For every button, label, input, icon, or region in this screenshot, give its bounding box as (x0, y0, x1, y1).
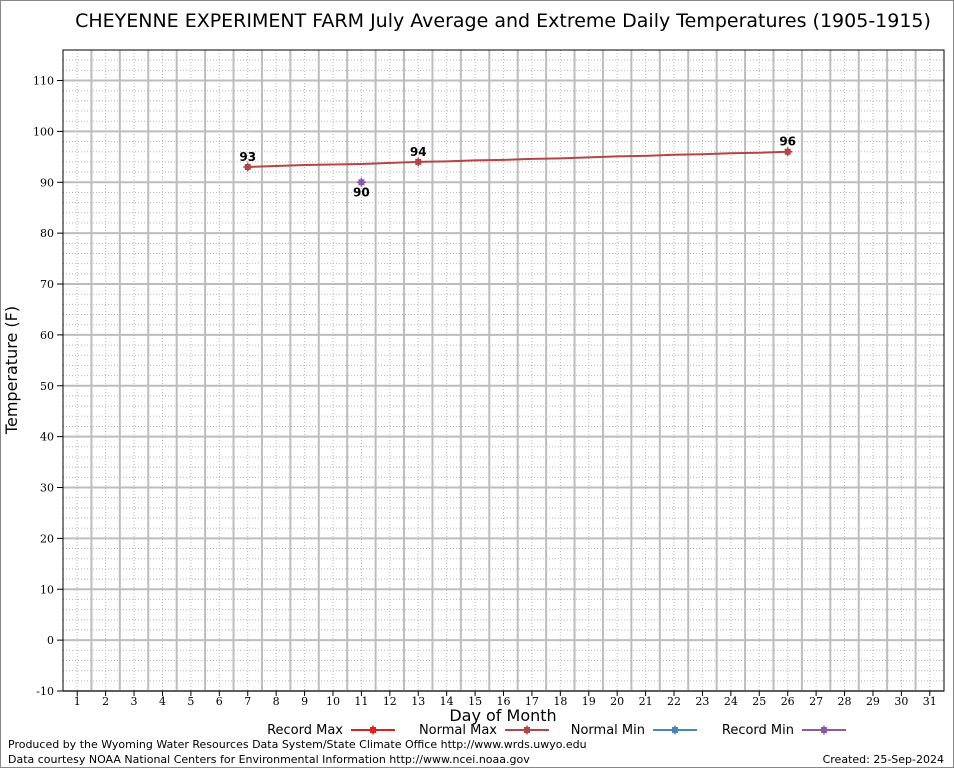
x-tick-label: 10 (326, 695, 340, 708)
x-tick-label: 4 (159, 695, 166, 708)
x-tick-label: 23 (695, 695, 709, 708)
y-tick-label: 70 (40, 278, 54, 291)
y-tick-label: 60 (40, 329, 54, 342)
normal-max-point (413, 157, 423, 167)
series-layer (243, 147, 793, 187)
legend: Record Max Normal Max Normal Min Record Min (267, 723, 846, 738)
y-tick-label: 90 (40, 176, 54, 189)
legend-item-record-min: Record Min (722, 723, 846, 738)
x-tick-label: 26 (781, 695, 795, 708)
x-tick-label: 5 (187, 695, 194, 708)
footer-producer: Produced by the Wyoming Water Resources … (8, 738, 587, 751)
y-tick-label: 100 (33, 125, 54, 138)
legend-item-record-max: Record Max (267, 723, 395, 738)
x-tick-label: 18 (553, 695, 567, 708)
annotation-layer: 93 94 96 90 (239, 135, 796, 200)
y-tick-label: 80 (40, 227, 54, 240)
data-label: 93 (239, 150, 256, 164)
x-tick-label: 28 (838, 695, 852, 708)
x-tick-label: 15 (468, 695, 482, 708)
x-tick-label: 16 (497, 695, 511, 708)
y-tick-label: 50 (40, 380, 54, 393)
y-axis-ticks: -10 0 10 20 30 40 50 60 70 80 90 100 110 (33, 75, 63, 698)
x-tick-label: 29 (866, 695, 880, 708)
x-tick-label: 31 (923, 695, 937, 708)
legend-item-normal-max: Normal Max (419, 723, 549, 738)
x-tick-label: 22 (667, 695, 681, 708)
legend-label: Normal Max (419, 723, 497, 738)
record-min-point (356, 177, 366, 187)
x-tick-label: 12 (383, 695, 397, 708)
legend-swatch-marker (670, 725, 680, 735)
x-tick-label: 7 (244, 695, 251, 708)
x-tick-label: 2 (102, 695, 109, 708)
major-grid (63, 50, 944, 692)
x-tick-label: 9 (301, 695, 308, 708)
y-tick-label: 40 (40, 431, 54, 444)
x-tick-label: 6 (216, 695, 223, 708)
x-axis-label: Day of Month (449, 706, 556, 725)
x-tick-label: 8 (273, 695, 280, 708)
x-tick-label: 19 (582, 695, 596, 708)
data-label: 96 (779, 135, 796, 149)
normal-max-point (783, 147, 793, 157)
footer-data-source: Data courtesy NOAA National Centers for … (8, 753, 530, 766)
footer-created-date: Created: 25-Sep-2024 (823, 753, 944, 766)
data-label: 94 (410, 145, 427, 159)
y-tick-label: 30 (40, 482, 54, 495)
y-tick-label: -10 (36, 685, 54, 698)
legend-swatch-marker (522, 725, 532, 735)
x-tick-label: 20 (610, 695, 624, 708)
x-axis-ticks: 1 2 3 4 5 6 7 8 9 10 11 12 13 14 15 16 17 18 19 20 21 22 23 24 2… (74, 691, 937, 708)
x-tick-label: 27 (809, 695, 823, 708)
x-tick-label: 11 (354, 695, 368, 708)
legend-label: Record Max (267, 723, 343, 738)
normal-max-point (243, 162, 253, 172)
legend-item-normal-min: Normal Min (571, 723, 697, 738)
x-tick-label: 3 (131, 695, 138, 708)
legend-label: Record Min (722, 723, 794, 738)
x-tick-label: 21 (639, 695, 653, 708)
legend-label: Normal Min (571, 723, 645, 738)
legend-swatch-marker (368, 725, 378, 735)
x-tick-label: 25 (752, 695, 766, 708)
y-tick-label: 0 (47, 634, 54, 647)
x-tick-label: 17 (525, 695, 539, 708)
data-label: 90 (353, 185, 370, 199)
y-tick-label: 10 (40, 583, 54, 596)
y-tick-label: 20 (40, 532, 54, 545)
x-tick-label: 14 (440, 695, 454, 708)
x-tick-label: 1 (74, 695, 81, 708)
x-tick-label: 13 (411, 695, 425, 708)
legend-swatch-marker (819, 725, 829, 735)
x-tick-label: 24 (724, 695, 738, 708)
y-axis-label: Temperature (F) (2, 306, 21, 435)
chart-title: CHEYENNE EXPERIMENT FARM July Average an… (75, 10, 931, 32)
normal-max-line (247, 150, 788, 169)
y-tick-label: 110 (33, 75, 54, 88)
x-tick-label: 30 (894, 695, 908, 708)
